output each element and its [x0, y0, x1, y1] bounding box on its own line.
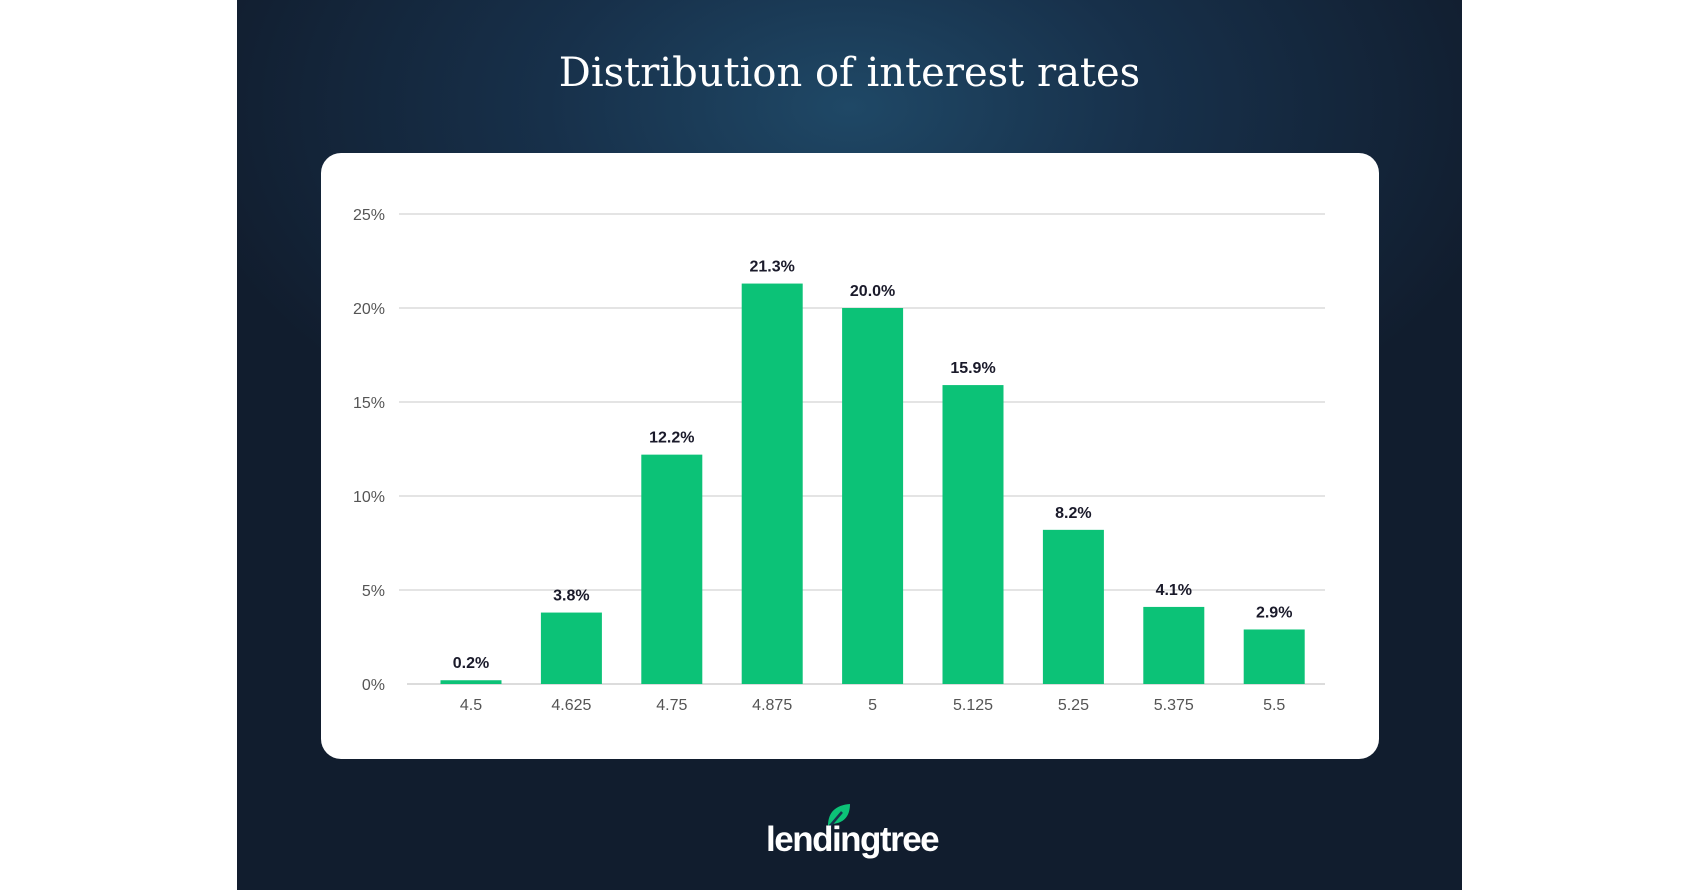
data-label: 8.2% [1055, 505, 1091, 522]
y-tick-label: 25% [353, 207, 385, 224]
bar [942, 385, 1004, 684]
x-tick-label: 4.875 [752, 697, 792, 714]
bar [540, 612, 602, 684]
data-label: 4.1% [1156, 582, 1192, 599]
data-label: 20.0% [850, 283, 895, 300]
x-tick-label: 5.25 [1058, 697, 1089, 714]
chart-title: Distribution of interest rates [558, 50, 1141, 96]
data-label: 21.3% [750, 259, 795, 276]
data-label: 3.8% [553, 588, 589, 605]
x-tick-label: 5 [868, 697, 877, 714]
bar [741, 283, 803, 684]
bar [1042, 529, 1104, 684]
y-tick-label: 15% [353, 395, 385, 412]
bar [1243, 629, 1305, 684]
bar [1143, 606, 1205, 684]
bar [842, 308, 904, 684]
x-tick-label: 5.5 [1263, 697, 1285, 714]
lendingtree-logo: lendingtree [766, 804, 940, 862]
data-label: 12.2% [649, 430, 694, 447]
data-label: 15.9% [950, 360, 995, 377]
y-tick-label: 10% [353, 489, 385, 506]
x-tick-label: 4.75 [656, 697, 687, 714]
logo-text: lendingtree [766, 820, 940, 859]
bar [440, 680, 502, 684]
x-tick-label: 5.125 [953, 697, 993, 714]
data-label: 2.9% [1256, 604, 1292, 621]
x-tick-label: 4.625 [551, 697, 591, 714]
leaf-icon [828, 804, 850, 827]
bar-chart: 0% 5% 10% 15% 20% 25% 0.2% 4.5 3.8% 4.625 12.2% 4.7… [353, 207, 1325, 714]
data-label: 0.2% [453, 655, 489, 672]
chart-card: 0% 5% 10% 15% 20% 25% 0.2% 4.5 3.8% 4.625 12.2% 4.7… [321, 153, 1379, 759]
y-tick-label: 5% [362, 583, 385, 600]
y-tick-label: 20% [353, 301, 385, 318]
bar [641, 454, 703, 684]
x-tick-label: 5.375 [1154, 697, 1194, 714]
x-tick-label: 4.5 [460, 697, 482, 714]
y-tick-label: 0% [362, 677, 385, 694]
